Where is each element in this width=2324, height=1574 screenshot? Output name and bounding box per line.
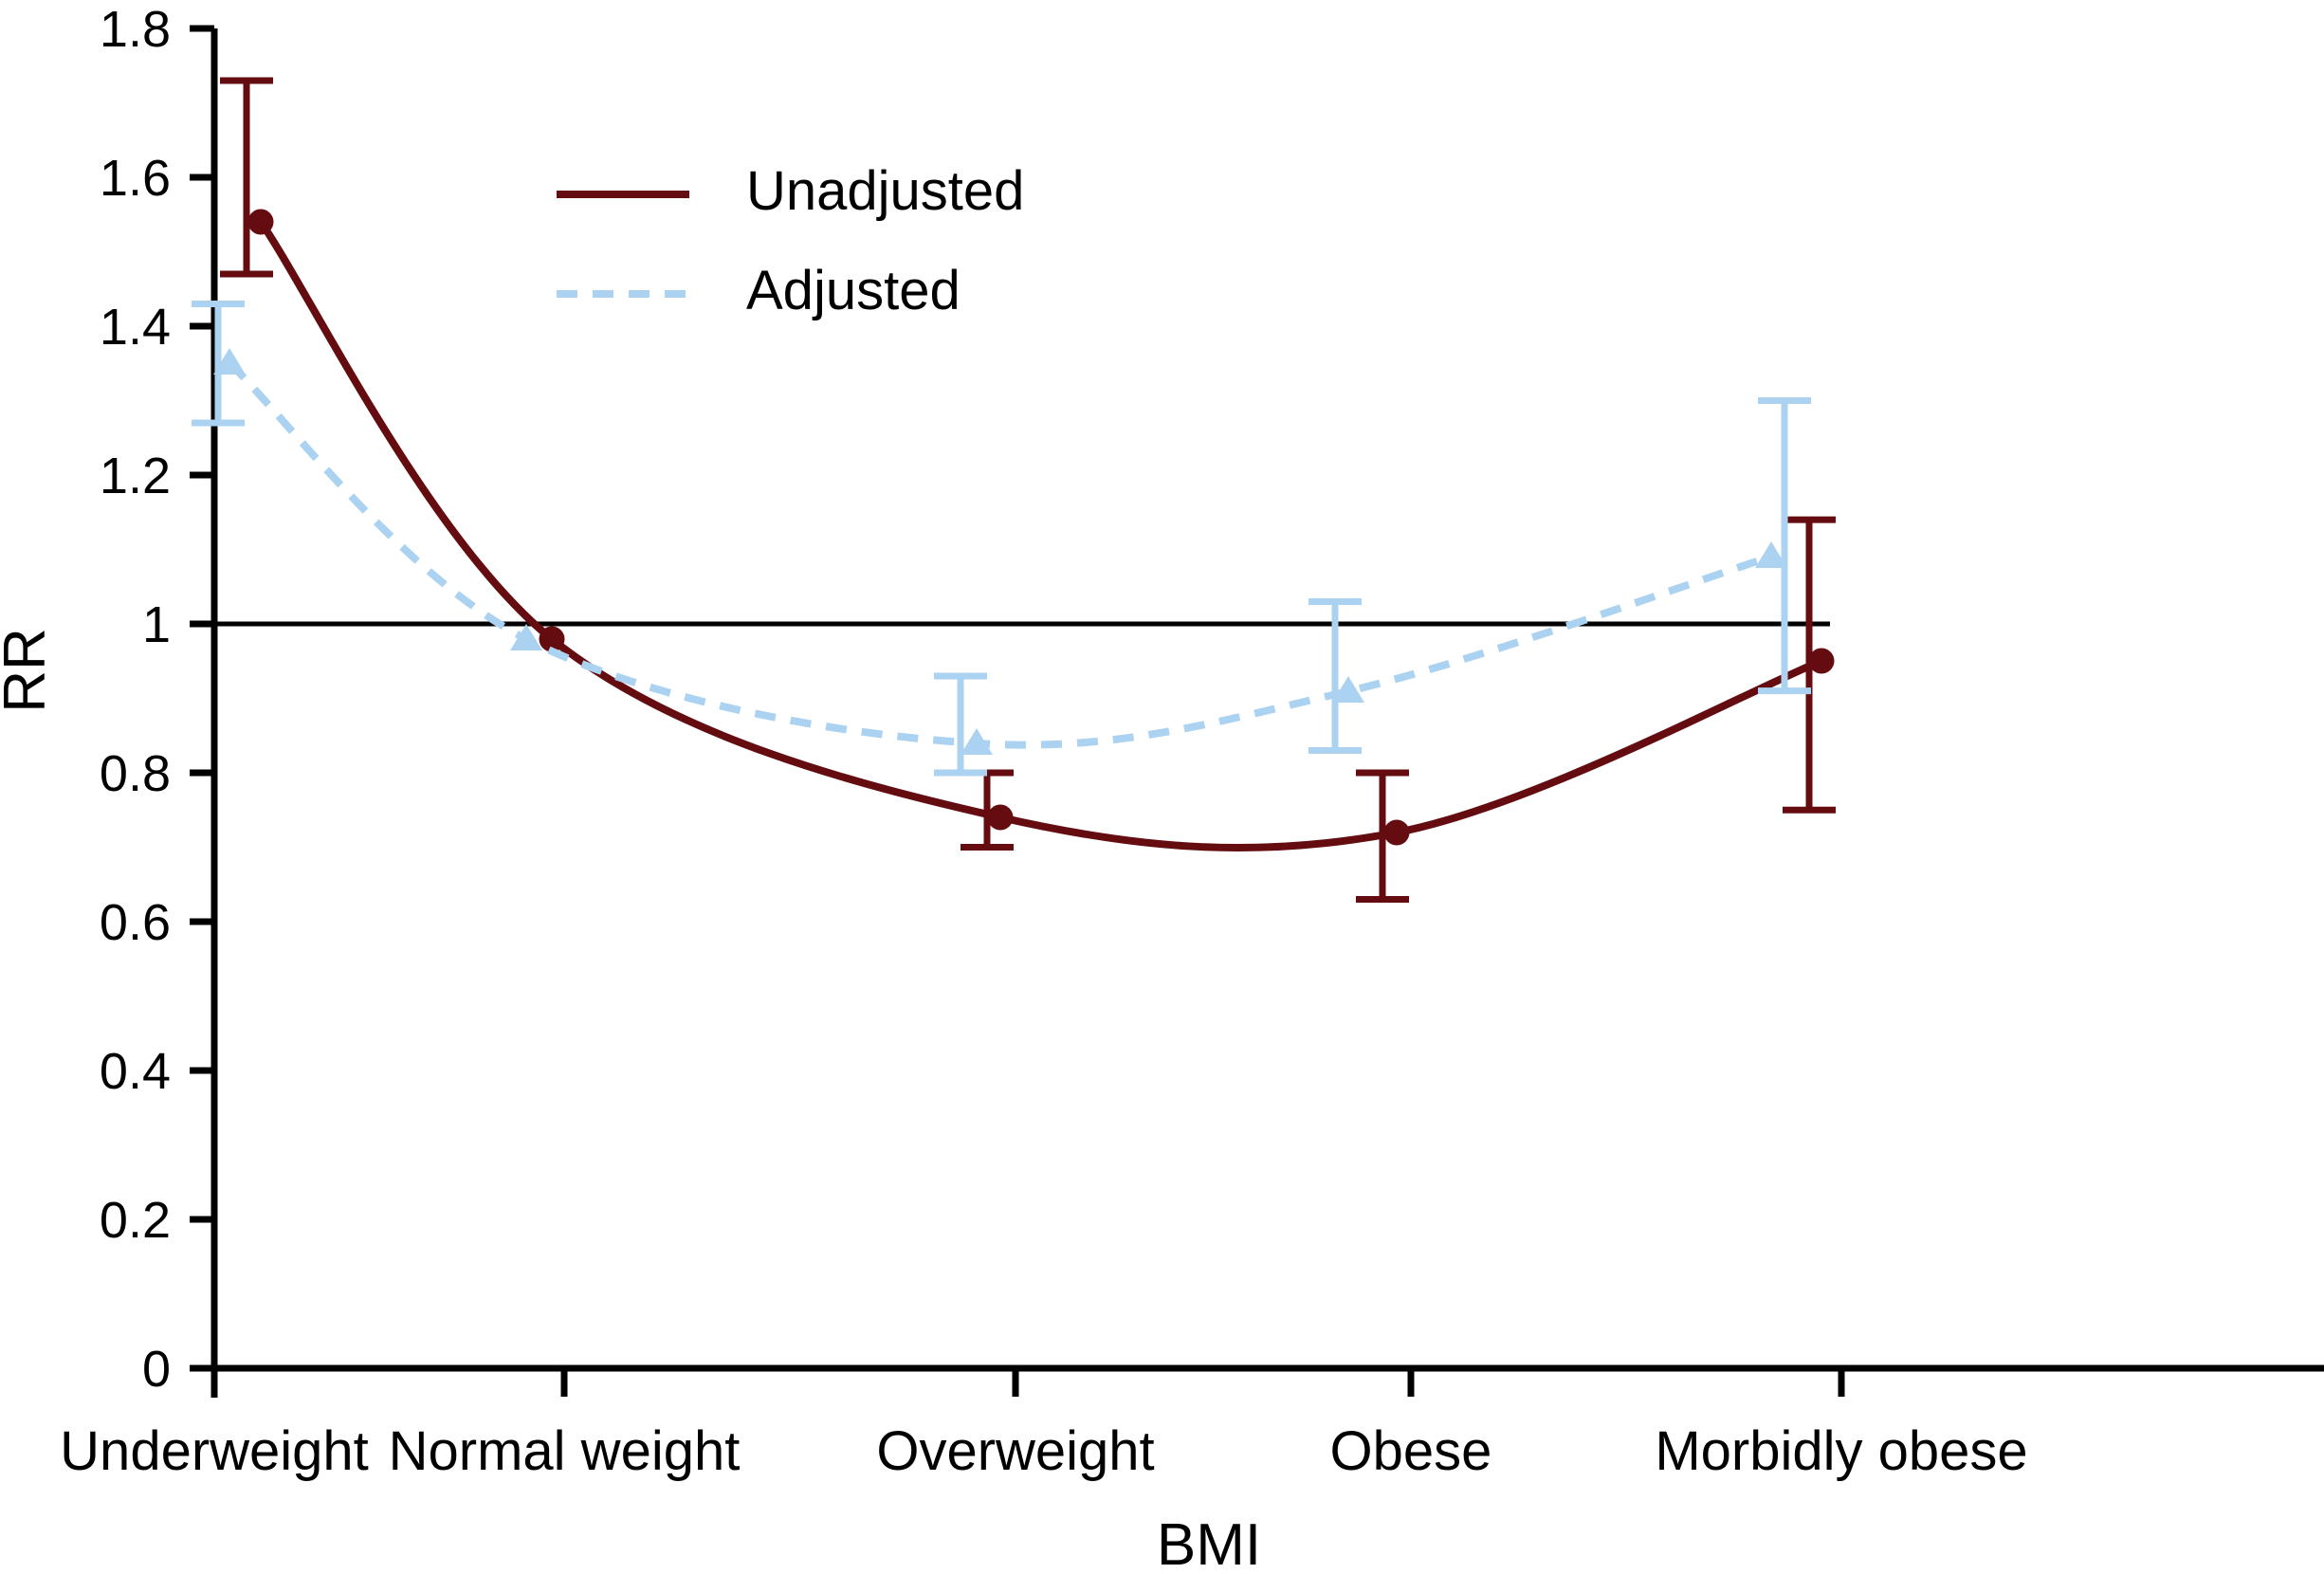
axes: 0 0.2 0.4 0.6 0.8 1 1.2 1.4 1.6 1.8 Underweight Nor… [60,1,2324,1482]
data-point-triangle [213,348,246,375]
legend: Unadjusted Adjusted [557,160,1024,321]
series-group [192,77,1836,903]
y-tick-label: 0.4 [100,1043,171,1100]
x-category-label: Normal weight [389,1420,741,1482]
x-axis-title: BMI [1157,1512,1261,1574]
data-point-circle [987,804,1014,831]
data-point-triangle [1755,541,1787,568]
series-unadjusted [220,77,1836,903]
y-axis-title: RR [0,628,58,713]
data-point-triangle [1332,676,1364,703]
y-tick-label: 1 [142,596,171,653]
y-tick-label: 1.4 [100,299,171,356]
y-tick-label: 1.8 [100,1,171,58]
legend-label: Unadjusted [746,160,1024,222]
data-point-circle [247,209,274,235]
y-tick-label: 0.2 [100,1192,171,1249]
data-point-circle [1808,648,1835,674]
x-category-label: Obese [1330,1420,1492,1482]
data-point-triangle [510,624,542,650]
series-adjusted [192,300,1811,777]
legend-item-unadjusted: Unadjusted [557,160,1024,222]
series-curve [257,219,1823,852]
legend-label: Adjusted [746,260,961,321]
legend-item-adjusted: Adjusted [557,260,961,321]
y-tick-label: 1.2 [100,448,171,504]
y-tick-label: 0.8 [100,745,171,802]
data-point-triangle [961,728,993,755]
y-tick-label: 0.6 [100,894,171,951]
x-category-label: Overweight [876,1420,1154,1482]
series-curve [227,360,1773,749]
data-point-circle [1383,819,1410,846]
data-point-circle [539,626,565,652]
y-tick-label: 1.6 [100,150,171,207]
x-category-label: Underweight [60,1420,369,1482]
x-category-label: Morbidly obese [1655,1420,2027,1482]
y-tick-label: 0 [142,1341,171,1398]
